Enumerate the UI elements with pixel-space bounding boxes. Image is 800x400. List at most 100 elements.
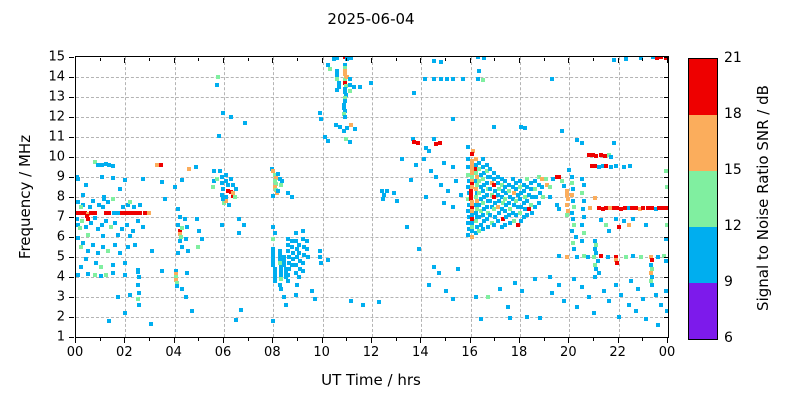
data-point xyxy=(582,199,587,203)
data-point xyxy=(272,271,277,275)
data-point xyxy=(300,261,305,265)
data-point xyxy=(294,255,299,259)
x-tick-label: 10 xyxy=(313,345,330,360)
y-tick-left xyxy=(69,137,74,138)
data-point xyxy=(530,211,535,215)
plot-canvas xyxy=(76,57,668,337)
data-point xyxy=(477,179,482,183)
data-point xyxy=(384,189,389,193)
data-point xyxy=(123,211,128,215)
data-point xyxy=(477,203,482,207)
data-point xyxy=(473,211,478,215)
data-point xyxy=(573,235,578,239)
data-point xyxy=(342,81,347,85)
data-point xyxy=(469,152,474,156)
data-point xyxy=(508,316,513,320)
data-point xyxy=(485,199,490,203)
data-point xyxy=(505,305,510,309)
colorbar-axis-label: Signal to Noise Ratio SNR / dB xyxy=(754,85,772,311)
x-tick-bottom xyxy=(667,338,668,343)
data-point xyxy=(86,272,91,276)
data-point xyxy=(431,77,436,81)
data-point xyxy=(506,213,511,217)
data-point xyxy=(469,185,474,189)
data-point xyxy=(86,217,91,221)
data-point xyxy=(135,270,140,274)
data-point xyxy=(466,197,471,201)
data-point xyxy=(526,207,531,211)
x-tick-bottom xyxy=(124,338,126,343)
data-point xyxy=(304,247,309,251)
data-point xyxy=(342,72,347,76)
data-point xyxy=(522,207,527,211)
data-point xyxy=(107,163,112,167)
data-point xyxy=(328,67,333,71)
data-point xyxy=(572,277,577,281)
data-point xyxy=(119,227,124,231)
x-tick-bottom xyxy=(420,338,422,343)
data-point xyxy=(626,206,631,210)
data-point xyxy=(135,297,140,301)
data-point xyxy=(525,177,530,181)
data-point xyxy=(473,295,478,299)
x-tick-top xyxy=(494,58,496,61)
x-tick-top xyxy=(543,58,545,61)
x-tick-top xyxy=(297,58,298,61)
x-tick-bottom xyxy=(593,338,594,341)
data-point xyxy=(574,255,579,259)
data-point xyxy=(631,217,636,221)
data-point xyxy=(600,164,605,168)
data-point xyxy=(562,184,567,188)
data-point xyxy=(481,177,485,181)
x-tick-label: 12 xyxy=(362,345,380,360)
x-tick-label: 14 xyxy=(412,345,429,360)
data-point xyxy=(293,231,298,235)
data-point xyxy=(229,115,234,119)
data-point xyxy=(411,91,416,95)
gridline-horizontal xyxy=(76,157,668,158)
data-point xyxy=(225,189,230,193)
data-point xyxy=(271,251,276,255)
colorbar-tick-label: 18 xyxy=(724,106,742,122)
data-point xyxy=(278,183,283,187)
colorbar-tick-label: 21 xyxy=(724,50,742,66)
x-tick-top xyxy=(642,58,644,61)
y-tick-label: 3 xyxy=(56,289,65,305)
data-point xyxy=(219,181,224,185)
data-point xyxy=(664,223,668,227)
data-point xyxy=(282,295,287,299)
data-point xyxy=(649,258,654,262)
x-tick-bottom xyxy=(617,338,619,343)
data-point xyxy=(466,157,471,161)
data-point xyxy=(342,109,347,113)
data-point xyxy=(138,203,143,207)
data-point xyxy=(555,175,559,179)
data-point xyxy=(606,229,611,233)
data-point xyxy=(637,207,642,211)
data-point xyxy=(594,243,599,247)
x-tick-bottom xyxy=(371,338,372,343)
data-point xyxy=(103,219,108,223)
data-point xyxy=(313,297,318,301)
data-point xyxy=(325,63,330,67)
data-point xyxy=(526,193,531,197)
data-point xyxy=(514,199,519,203)
data-point xyxy=(103,273,108,277)
data-point xyxy=(595,259,600,263)
data-point xyxy=(76,273,81,277)
data-point xyxy=(456,267,461,271)
data-point xyxy=(648,271,653,275)
data-point xyxy=(485,295,490,299)
data-point xyxy=(569,175,574,179)
data-point xyxy=(658,303,663,307)
data-point xyxy=(451,117,456,121)
data-point xyxy=(93,261,98,265)
data-point xyxy=(663,57,668,61)
data-point xyxy=(347,83,352,87)
data-point xyxy=(518,179,522,183)
data-point xyxy=(588,206,593,210)
data-point xyxy=(596,165,601,169)
data-point xyxy=(656,255,661,259)
y-tick-left xyxy=(69,277,74,278)
